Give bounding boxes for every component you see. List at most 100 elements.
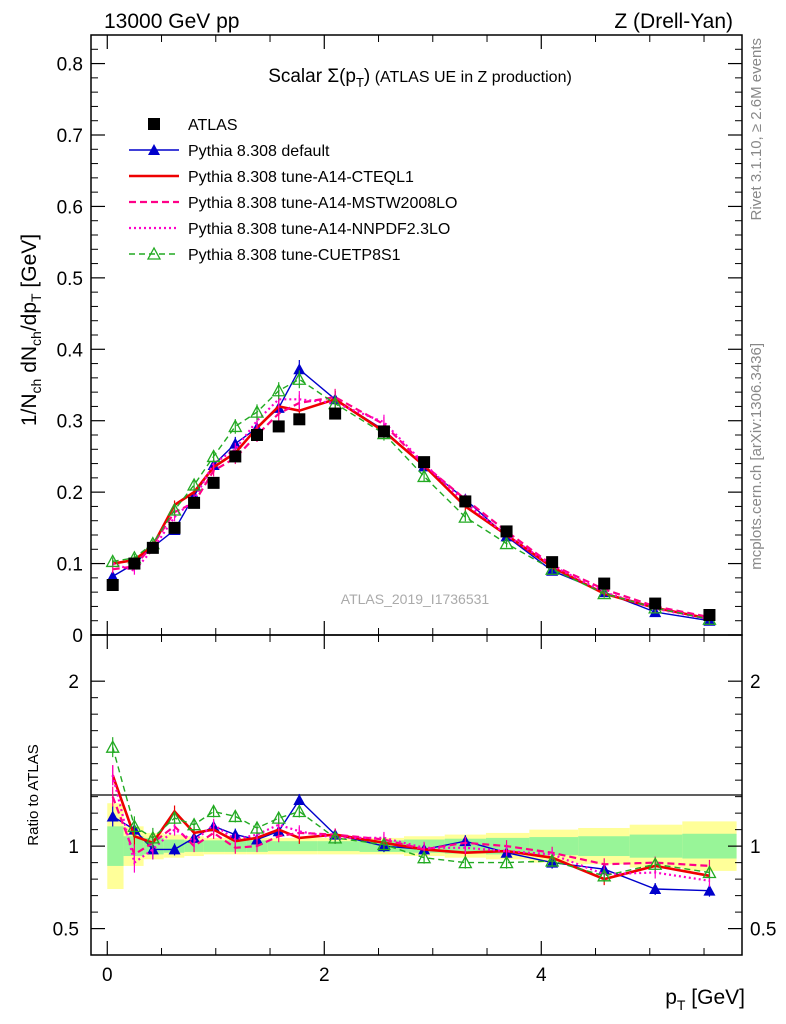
ratio-plot-panel: 0.5 0.5 1 1 2 2 0 2 4 Ratio to ATLAS pT [GeV] bbox=[25, 634, 776, 1013]
main-y-tick-label: 0.8 bbox=[57, 55, 83, 76]
ratio-y-tick-label: 1 bbox=[68, 837, 79, 858]
series-line-default bbox=[112, 368, 710, 622]
ratio-point-default bbox=[293, 793, 306, 805]
x-tick-label: 0 bbox=[102, 965, 113, 986]
ratio-point-default bbox=[168, 843, 181, 855]
ratio-y-tick-label: 2 bbox=[68, 672, 79, 693]
ratio-point-cuetp8s1 bbox=[458, 855, 473, 869]
main-y-axis-label: 1/Nch dNch/dpT [GeV] bbox=[18, 234, 44, 426]
ratio-uncertainty-band-green bbox=[682, 833, 737, 859]
ratio-uncertainty-band-green bbox=[629, 834, 683, 858]
ratio-point-cuetp8s1 bbox=[545, 853, 560, 867]
ratio-y-tick-label: 0.5 bbox=[53, 920, 79, 941]
data-point-cuetp8s1 bbox=[249, 404, 265, 418]
data-point-atlas bbox=[229, 450, 242, 463]
ratio-point-cuetp8s1 bbox=[702, 865, 717, 879]
data-point-atlas bbox=[128, 557, 141, 570]
series-line-a14mstw bbox=[112, 395, 710, 619]
ratio-point-cuetp8s1 bbox=[127, 818, 142, 832]
ratio-point-default bbox=[106, 810, 119, 822]
data-point-cuetp8s1 bbox=[167, 502, 182, 516]
legend-label-cuetp8s1: Pythia 8.308 tune-CUETP8S1 bbox=[188, 247, 401, 264]
ratio-point-cuetp8s1 bbox=[292, 804, 307, 818]
legend-label-a14nnpdf: Pythia 8.308 tune-A14-NNPDF2.3LO bbox=[188, 221, 450, 238]
data-point-atlas bbox=[168, 521, 181, 534]
ratio-point-cuetp8s1 bbox=[105, 739, 120, 753]
legend-marker-cuetp8s1 bbox=[146, 246, 162, 260]
ratio-uncertainty-band-green bbox=[289, 841, 318, 852]
ratio-y-axis-label: Ratio to ATLAS bbox=[25, 744, 42, 845]
main-y-tick-label: 0.2 bbox=[57, 483, 83, 504]
main-y-tick-label: 0.5 bbox=[57, 269, 83, 290]
main-y-tick-label: 0.3 bbox=[57, 412, 83, 433]
ratio-point-cuetp8s1 bbox=[328, 830, 343, 844]
header-collision-label: 13000 GeV pp bbox=[104, 10, 239, 33]
data-point-atlas bbox=[418, 456, 431, 469]
ratio-plot-frame bbox=[90, 634, 743, 956]
x-tick-label: 4 bbox=[536, 965, 547, 986]
ratio-point-cuetp8s1 bbox=[228, 809, 243, 823]
ratio-point-cuetp8s1 bbox=[376, 837, 392, 851]
data-point-atlas bbox=[703, 609, 716, 621]
ratio-point-cuetp8s1 bbox=[648, 856, 663, 870]
ratio-point-cuetp8s1 bbox=[167, 810, 182, 824]
ratio-point-cuetp8s1 bbox=[597, 868, 612, 882]
x-tick-label: 2 bbox=[319, 965, 330, 986]
ratio-point-cuetp8s1 bbox=[249, 820, 265, 834]
x-axis-label: pT [GeV] bbox=[665, 986, 745, 1013]
main-plot-panel: 0 0.1 0.2 0.3 0.4 0.5 0.6 0.7 0.8 Scalar Σ(pT) (… bbox=[18, 34, 743, 647]
ratio-uncertainty-band-green bbox=[267, 841, 290, 852]
data-point-default bbox=[106, 570, 119, 582]
data-point-atlas bbox=[500, 525, 513, 538]
ratio-y-tick-label-right: 1 bbox=[750, 837, 761, 858]
ratio-point-cuetp8s1 bbox=[186, 817, 202, 831]
data-point-atlas bbox=[207, 476, 220, 489]
rivet-version-label: Rivet 3.1.10, ≥ 2.6M events bbox=[748, 38, 765, 221]
ratio-point-default bbox=[649, 883, 662, 895]
ratio-point-default bbox=[703, 884, 716, 896]
data-point-atlas bbox=[106, 579, 119, 591]
data-point-atlas bbox=[329, 407, 342, 420]
mcplots-label: mcplots.cern.ch [arXiv:1306.3436] bbox=[748, 343, 765, 570]
data-point-cuetp8s1 bbox=[417, 469, 432, 483]
header-process-label: Z (Drell-Yan) bbox=[614, 10, 733, 33]
data-point-atlas bbox=[146, 541, 159, 554]
plot-title: Scalar Σ(pT) (ATLAS UE in Z production) bbox=[268, 66, 572, 90]
main-y-tick-label: 0.1 bbox=[57, 555, 83, 576]
legend-marker-atlas bbox=[148, 118, 160, 130]
ratio-uncertainty-band-green bbox=[578, 836, 630, 857]
legend: ATLAS Pythia 8.308 default Pythia 8.308 tu… bbox=[129, 117, 457, 264]
main-y-tick-label: 0 bbox=[72, 626, 83, 647]
data-point-cuetp8s1 bbox=[545, 561, 560, 575]
data-point-atlas bbox=[598, 577, 611, 590]
data-point-atlas bbox=[377, 425, 390, 438]
legend-label-data: ATLAS bbox=[188, 117, 238, 134]
ratio-point-cuetp8s1 bbox=[206, 804, 221, 818]
data-point-cuetp8s1 bbox=[206, 449, 221, 463]
data-point-cuetp8s1 bbox=[458, 509, 473, 523]
series-line-cuetp8s1 bbox=[112, 378, 710, 620]
data-point-cuetp8s1 bbox=[271, 383, 286, 397]
legend-label-default: Pythia 8.308 default bbox=[188, 143, 330, 160]
data-point-atlas bbox=[272, 420, 285, 433]
legend-label-a14cteq: Pythia 8.308 tune-A14-CTEQL1 bbox=[188, 169, 414, 186]
ratio-point-cuetp8s1 bbox=[145, 830, 160, 844]
main-y-tick-label: 0.4 bbox=[57, 340, 84, 361]
data-point-atlas bbox=[188, 496, 201, 509]
legend-label-a14mstw: Pythia 8.308 tune-A14-MSTW2008LO bbox=[188, 195, 457, 212]
data-point-cuetp8s1 bbox=[228, 419, 243, 433]
data-point-atlas bbox=[459, 495, 472, 508]
ratio-y-tick-label-right: 2 bbox=[750, 672, 761, 693]
ratio-uncertainty-band-green bbox=[317, 841, 360, 852]
data-point-cuetp8s1 bbox=[292, 371, 307, 385]
data-point-atlas bbox=[546, 556, 559, 569]
ratio-uncertainty-band-green bbox=[107, 826, 124, 866]
series-line-a14nnpdf bbox=[112, 398, 710, 621]
ratio-point-cuetp8s1 bbox=[499, 855, 514, 869]
ratio-point-cuetp8s1 bbox=[417, 850, 432, 864]
legend-marker-default bbox=[148, 144, 160, 155]
data-point-cuetp8s1 bbox=[499, 536, 514, 550]
data-point-atlas bbox=[251, 429, 264, 441]
ratio-y-tick-label-right: 0.5 bbox=[750, 920, 776, 941]
